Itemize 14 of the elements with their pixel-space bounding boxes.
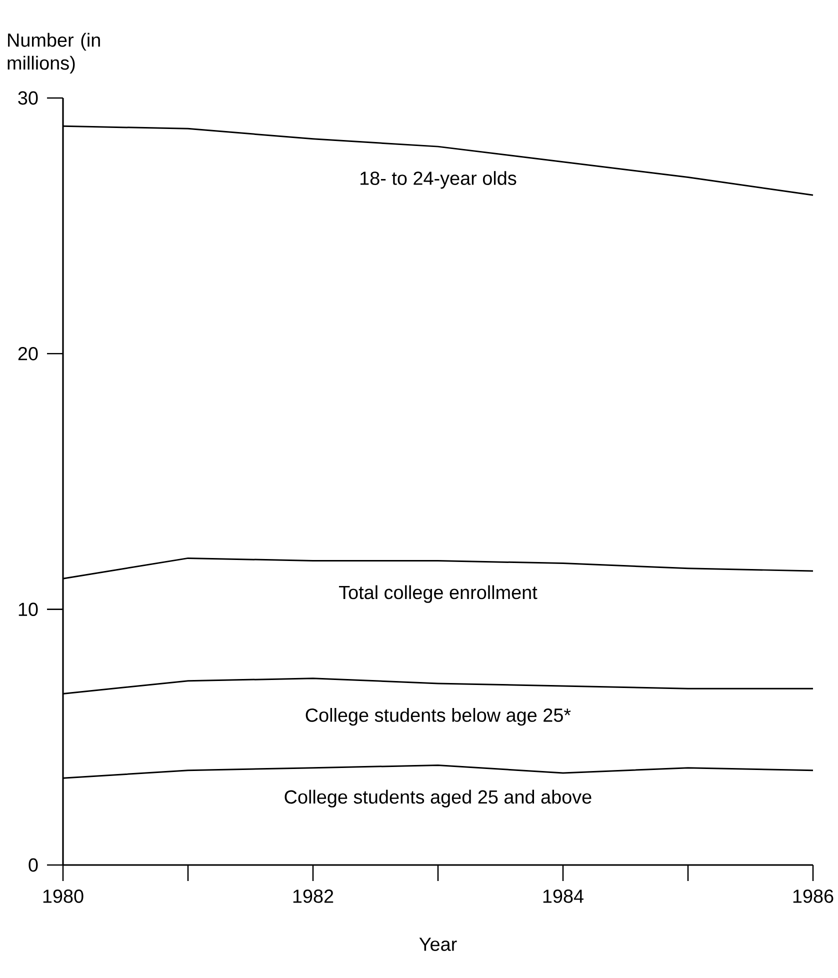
x-tick-label: 1980	[43, 890, 84, 903]
y-axis-title: Number (in millions)	[8, 32, 100, 74]
y-tick-label: 0	[28, 858, 38, 872]
series-label: College students below age 25*	[306, 708, 571, 726]
y-tick-label: 30	[18, 91, 38, 105]
y-tick-label: 20	[18, 346, 38, 360]
x-tick-label: 1984	[543, 890, 584, 903]
x-tick-label: 1982	[293, 890, 334, 903]
series-label: 18- to 24-year olds	[360, 171, 516, 189]
series-label: College students aged 25 and above	[284, 790, 592, 808]
x-axis-title: Year	[419, 938, 457, 951]
x-tick-label: 1986	[793, 890, 834, 903]
y-tick-label: 10	[18, 602, 38, 616]
series-label: Total college enrollment	[338, 585, 538, 603]
